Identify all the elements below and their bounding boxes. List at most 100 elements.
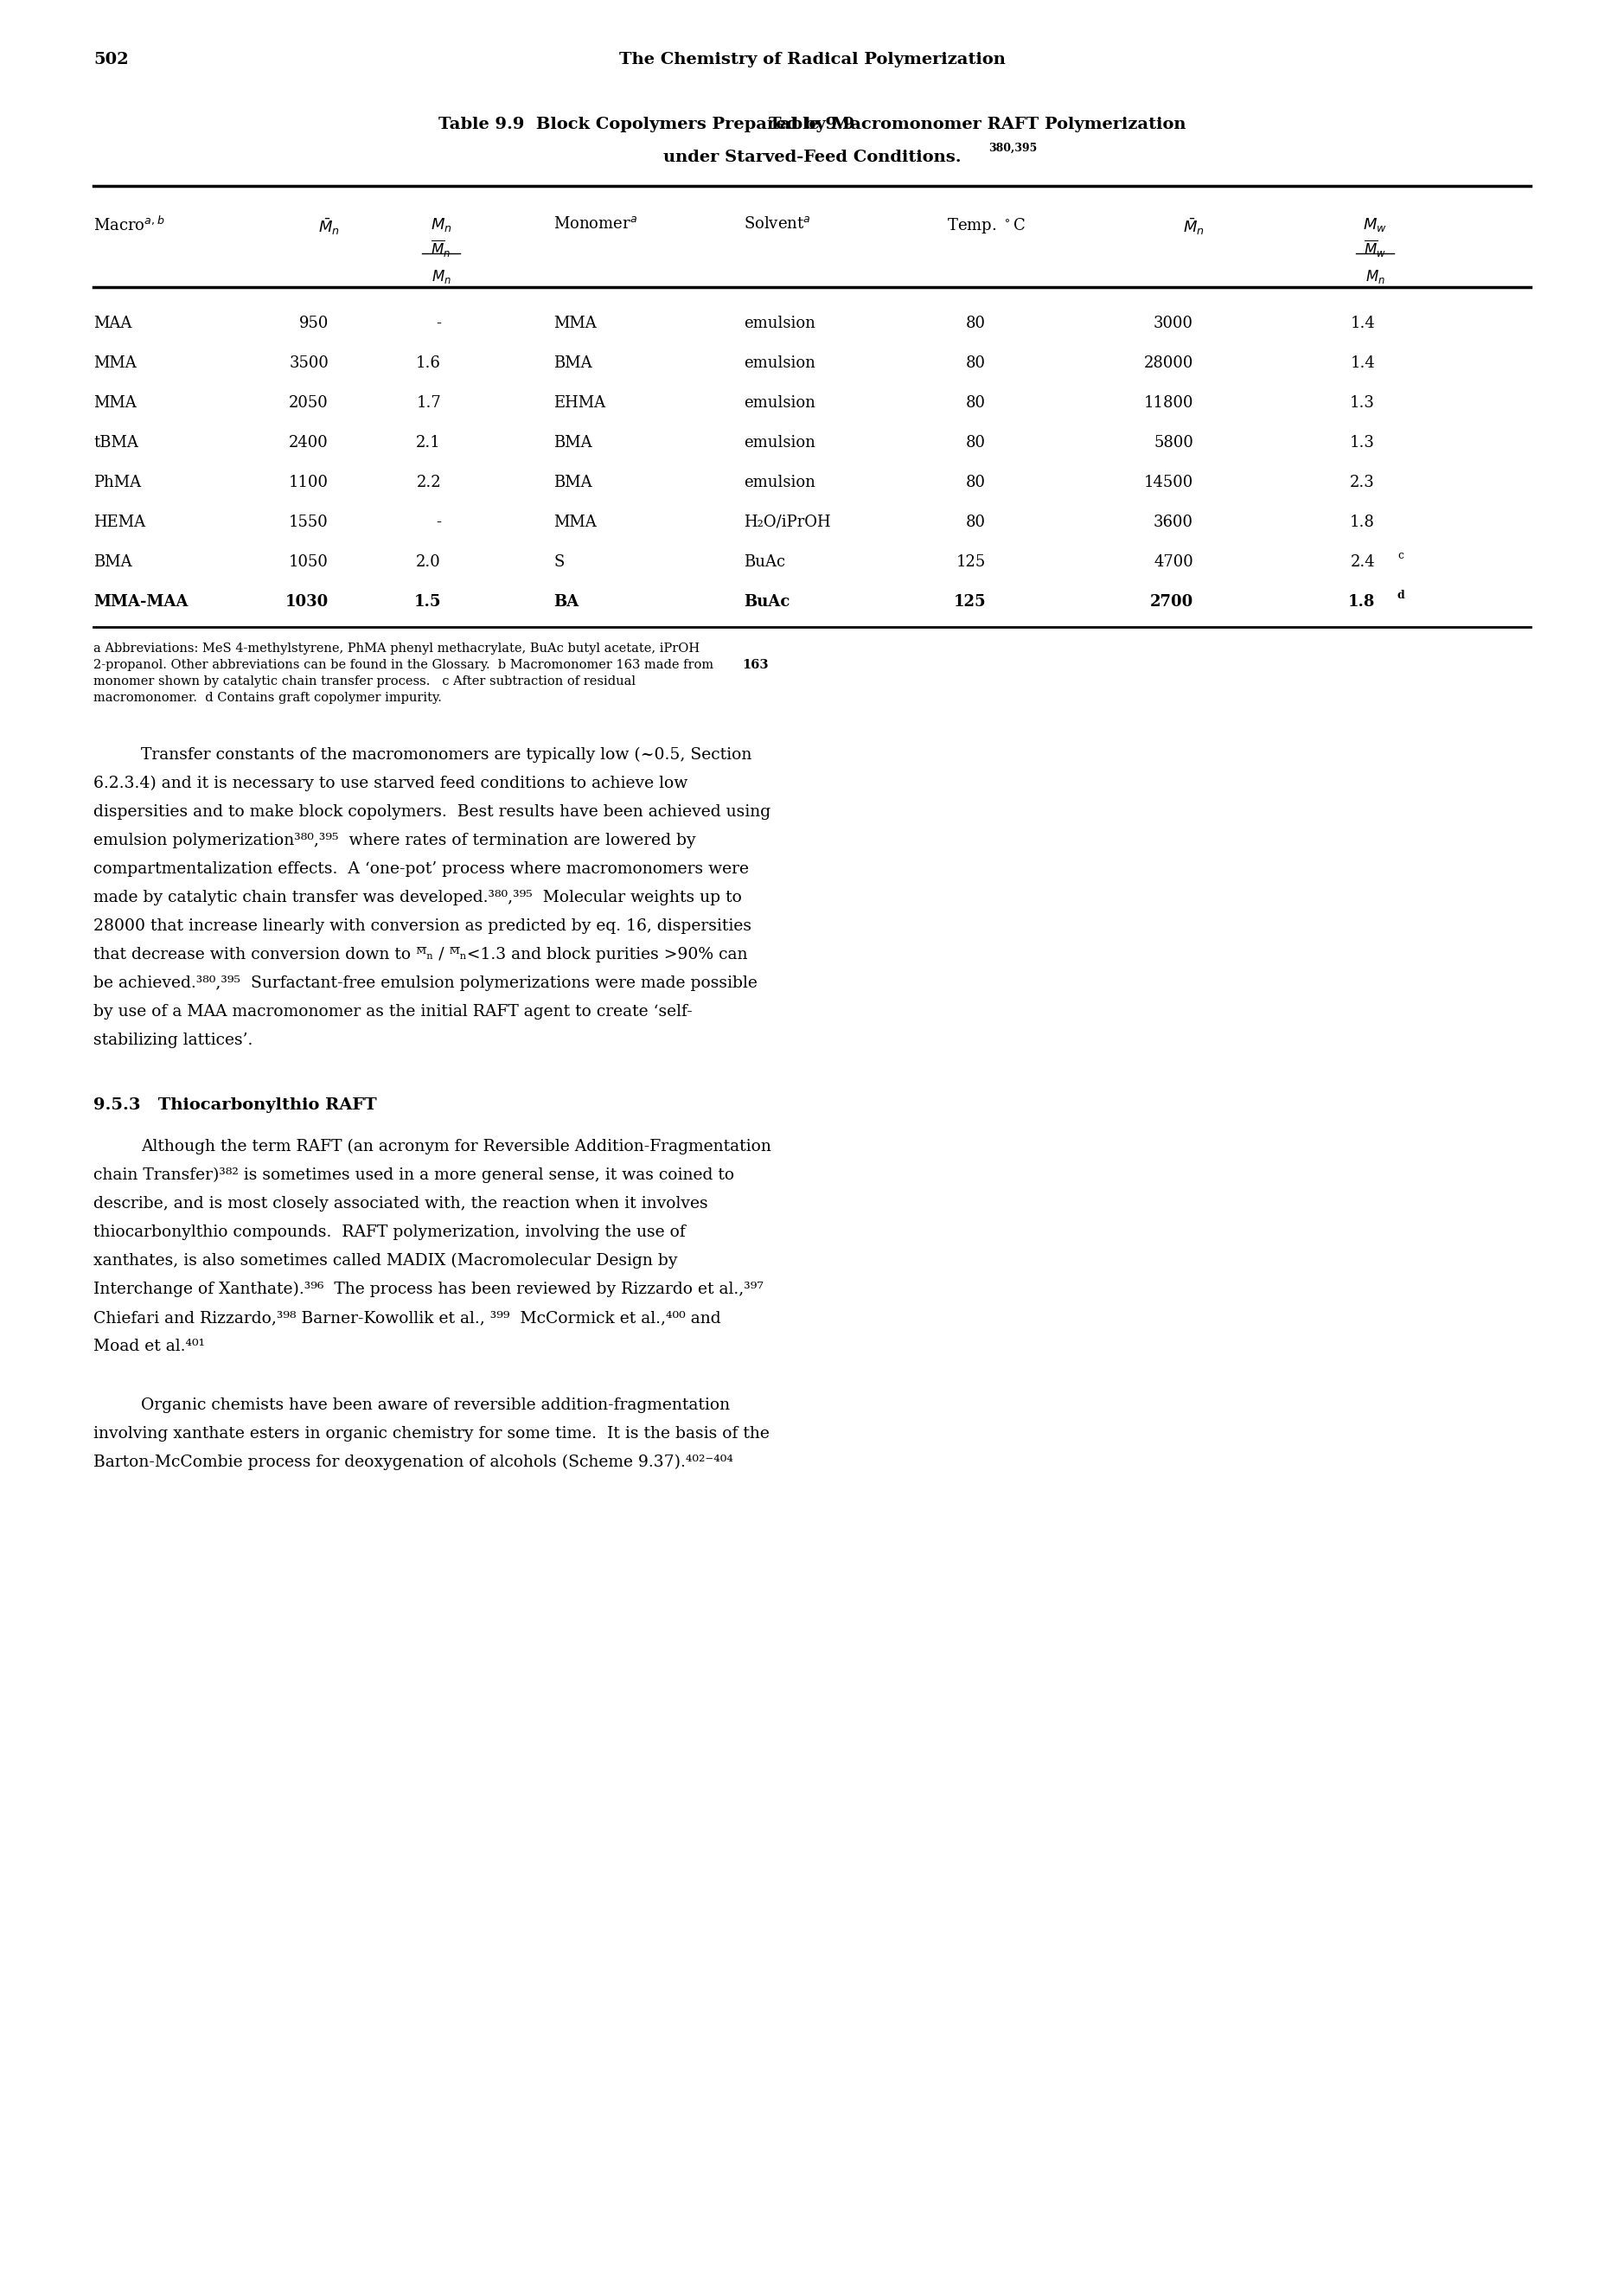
Text: 2.0: 2.0 [416,554,442,570]
Text: c: c [1397,549,1403,561]
Text: 2400: 2400 [289,436,328,449]
Text: $M_{n}$: $M_{n}$ [430,268,451,286]
Text: 1.8: 1.8 [1350,515,1376,531]
Text: -: - [435,515,442,531]
Text: be achieved.³⁸⁰,³⁹⁵  Surfactant-free emulsion polymerizations were made possible: be achieved.³⁸⁰,³⁹⁵ Surfactant-free emul… [94,976,757,992]
Text: 9.5.3   Thiocarbonylthio RAFT: 9.5.3 Thiocarbonylthio RAFT [94,1096,377,1112]
Text: Although the term RAFT (an acronym for Reversible Addition-Fragmentation: Although the term RAFT (an acronym for R… [141,1140,771,1155]
Text: by use of a MAA macromonomer as the initial RAFT agent to create ‘self-: by use of a MAA macromonomer as the init… [94,1003,692,1019]
Text: 1550: 1550 [289,515,328,531]
Text: Chiefari and Rizzardo,³⁹⁸ Barner-Kowollik et al., ³⁹⁹  McCormick et al.,⁴⁰⁰ and: Chiefari and Rizzardo,³⁹⁸ Barner-Kowolli… [94,1310,721,1326]
Text: BA: BA [554,595,578,611]
Text: 5800: 5800 [1153,436,1194,449]
Text: PhMA: PhMA [94,474,141,490]
Text: The Chemistry of Radical Polymerization: The Chemistry of Radical Polymerization [619,52,1005,68]
Text: emulsion: emulsion [744,436,815,449]
Text: 28000: 28000 [1143,356,1194,370]
Text: 28000 that increase linearly with conversion as predicted by eq. 16, dispersitie: 28000 that increase linearly with conver… [94,919,752,933]
Text: involving xanthate esters in organic chemistry for some time.  It is the basis o: involving xanthate esters in organic che… [94,1426,770,1441]
Text: emulsion: emulsion [744,395,815,411]
Text: $M_{n}$: $M_{n}$ [1366,268,1385,286]
Text: 80: 80 [966,436,986,449]
Text: Transfer constants of the macromonomers are typically low (~0.5, Section: Transfer constants of the macromonomers … [141,747,752,763]
Text: 3600: 3600 [1153,515,1194,531]
Text: $M_{w}$: $M_{w}$ [1363,216,1387,234]
Text: MMA: MMA [554,316,596,331]
Text: $M_{n}$: $M_{n}$ [430,216,451,234]
Text: xanthates, is also sometimes called MADIX (Macromolecular Design by: xanthates, is also sometimes called MADI… [94,1253,677,1269]
Text: 1.3: 1.3 [1350,395,1376,411]
Text: 80: 80 [966,474,986,490]
Text: 2.3: 2.3 [1350,474,1376,490]
Text: $\bar{M}_{n}$: $\bar{M}_{n}$ [1182,216,1203,236]
Text: -: - [435,316,442,331]
Text: BMA: BMA [554,474,593,490]
Text: emulsion: emulsion [744,316,815,331]
Text: 14500: 14500 [1143,474,1194,490]
Text: 502: 502 [94,52,128,68]
Text: 380,395: 380,395 [989,143,1038,154]
Text: chain Transfer)³⁸² is sometimes used in a more general sense, it was coined to: chain Transfer)³⁸² is sometimes used in … [94,1167,734,1183]
Text: BMA: BMA [554,436,593,449]
Text: 2.2: 2.2 [416,474,442,490]
Text: 2700: 2700 [1150,595,1194,611]
Text: 1030: 1030 [286,595,328,611]
Text: 163: 163 [742,658,768,672]
Text: BuAc: BuAc [744,595,789,611]
Text: Barton-McCombie process for deoxygenation of alcohols (Scheme 9.37).⁴⁰²⁻⁴⁰⁴: Barton-McCombie process for deoxygenatio… [94,1455,732,1471]
Text: 2.4: 2.4 [1350,554,1376,570]
Text: MMA: MMA [554,515,596,531]
Text: EHMA: EHMA [554,395,606,411]
Text: MMA: MMA [94,356,136,370]
Text: MMA-MAA: MMA-MAA [94,595,188,611]
Text: made by catalytic chain transfer was developed.³⁸⁰,³⁹⁵  Molecular weights up to: made by catalytic chain transfer was dev… [94,890,742,906]
Text: under Starved-Feed Conditions.: under Starved-Feed Conditions. [663,150,961,166]
Text: a Abbreviations: MeS 4-methylstyrene, PhMA phenyl methacrylate, BuAc butyl aceta: a Abbreviations: MeS 4-methylstyrene, Ph… [94,642,700,654]
Text: Monomer$^{a}$: Monomer$^{a}$ [554,216,637,232]
Text: describe, and is most closely associated with, the reaction when it involves: describe, and is most closely associated… [94,1196,708,1212]
Text: Interchange of Xanthate).³⁹⁶  The process has been reviewed by Rizzardo et al.,³: Interchange of Xanthate).³⁹⁶ The process… [94,1283,763,1298]
Text: 1.8: 1.8 [1348,595,1376,611]
Text: 1.5: 1.5 [414,595,442,611]
Text: H₂O/iPrOH: H₂O/iPrOH [744,515,831,531]
Text: 2050: 2050 [289,395,328,411]
Text: 1050: 1050 [289,554,328,570]
Text: BMA: BMA [94,554,132,570]
Text: Table 9.9: Table 9.9 [770,116,854,132]
Text: 80: 80 [966,356,986,370]
Text: 2-propanol. Other abbreviations can be found in the Glossary.  b Macromonomer 16: 2-propanol. Other abbreviations can be f… [94,658,713,672]
Text: $\overline{M}_{n}$: $\overline{M}_{n}$ [430,238,451,259]
Text: 125: 125 [957,554,986,570]
Text: 80: 80 [966,395,986,411]
Text: MAA: MAA [94,316,132,331]
Text: 1.4: 1.4 [1350,316,1376,331]
Text: emulsion: emulsion [744,356,815,370]
Text: emulsion: emulsion [744,474,815,490]
Text: 1.6: 1.6 [416,356,442,370]
Text: 80: 80 [966,515,986,531]
Text: Macro$^{a,b}$: Macro$^{a,b}$ [94,216,164,234]
Text: Organic chemists have been aware of reversible addition-fragmentation: Organic chemists have been aware of reve… [141,1398,729,1412]
Text: 4700: 4700 [1153,554,1194,570]
Text: 80: 80 [966,316,986,331]
Text: Table 9.9  Block Copolymers Prepared by Macromonomer RAFT Polymerization: Table 9.9 Block Copolymers Prepared by M… [438,116,1186,132]
Text: 1.4: 1.4 [1350,356,1376,370]
Text: Moad et al.⁴⁰¹: Moad et al.⁴⁰¹ [94,1339,205,1355]
Text: 3000: 3000 [1153,316,1194,331]
Text: 1.3: 1.3 [1350,436,1376,449]
Text: dispersities and to make block copolymers.  Best results have been achieved usin: dispersities and to make block copolymer… [94,804,771,819]
Text: d: d [1397,590,1405,602]
Text: Temp. $^\circ$C: Temp. $^\circ$C [947,216,1025,236]
Text: tBMA: tBMA [94,436,138,449]
Text: macromonomer.  d Contains graft copolymer impurity.: macromonomer. d Contains graft copolymer… [94,692,442,704]
Text: 125: 125 [953,595,986,611]
Text: $\overline{M}_{w}$: $\overline{M}_{w}$ [1364,238,1387,259]
Text: 3500: 3500 [289,356,328,370]
Text: monomer shown by catalytic chain transfer process.   c After subtraction of resi: monomer shown by catalytic chain transfe… [94,676,635,688]
Text: that decrease with conversion down to ᴹ̅ₙ / ᴹ̅ₙ<1.3 and block purities >90% can: that decrease with conversion down to ᴹ̅… [94,947,747,962]
Text: 11800: 11800 [1143,395,1194,411]
Text: stabilizing lattices’.: stabilizing lattices’. [94,1033,253,1049]
Text: MMA: MMA [94,395,136,411]
Text: compartmentalization effects.  A ‘one-pot’ process where macromonomers were: compartmentalization effects. A ‘one-pot… [94,860,749,876]
Text: BuAc: BuAc [744,554,786,570]
